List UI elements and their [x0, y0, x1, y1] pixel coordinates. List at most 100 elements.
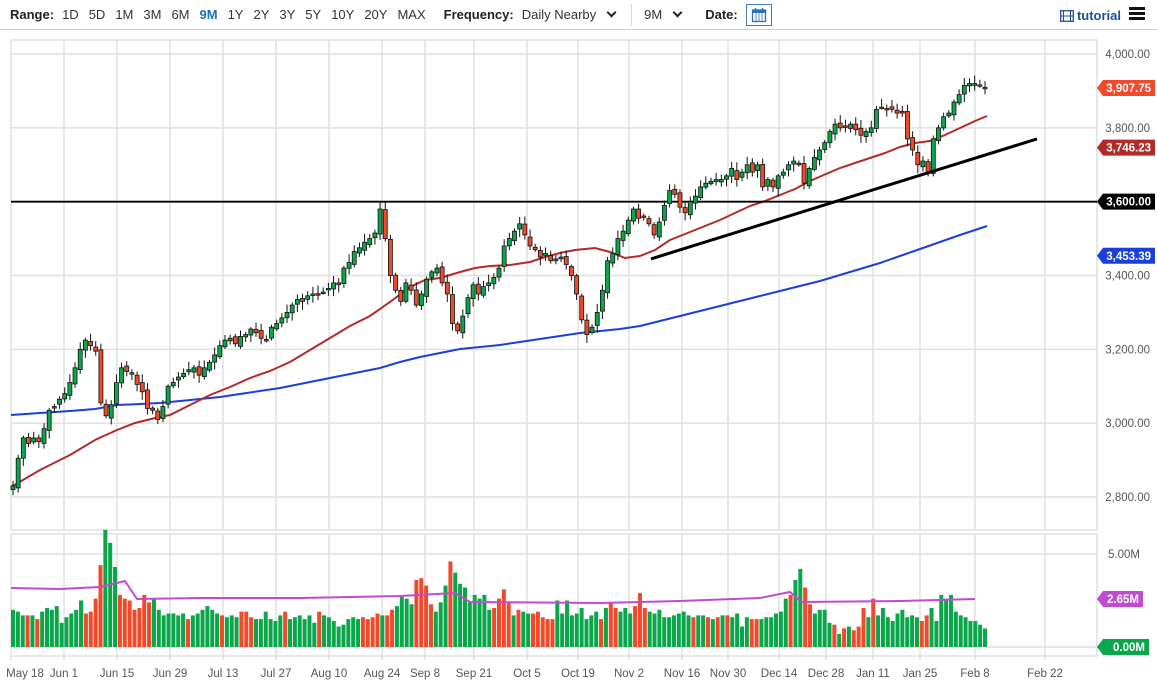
candle	[284, 312, 290, 319]
date-tick-label: Nov 30	[710, 668, 746, 680]
candle	[879, 106, 884, 110]
volume-bar	[224, 617, 229, 647]
volume-bar	[113, 567, 118, 647]
volume-bar	[210, 609, 215, 647]
candle	[145, 389, 150, 409]
hamburger-menu-button[interactable]	[1129, 7, 1145, 21]
candle	[858, 127, 864, 136]
volume-bar	[93, 598, 98, 647]
volume-bar	[555, 600, 560, 647]
volume-bar	[273, 620, 278, 647]
candle	[388, 238, 393, 276]
range-button-2y[interactable]: 2Y	[253, 7, 270, 22]
candle	[191, 367, 197, 373]
trendline[interactable]	[650, 137, 1038, 261]
range-button-1m[interactable]: 1M	[115, 7, 134, 22]
range-button-max[interactable]: MAX	[397, 7, 426, 22]
price-chart[interactable]: 4,000.00 3,800.00 3,600.00 3,400.00 3,200.00…	[0, 30, 1157, 693]
range-button-1d[interactable]: 1D	[62, 7, 79, 22]
candle	[946, 112, 952, 117]
candle	[739, 171, 745, 178]
candle	[532, 246, 538, 251]
candle	[434, 267, 440, 274]
volume-bar	[302, 619, 307, 647]
frequency-dropdown[interactable]: Daily Nearby	[522, 7, 625, 22]
candle	[124, 365, 130, 372]
candle	[160, 406, 166, 419]
volume-bar	[871, 598, 876, 647]
volume-bar	[735, 613, 740, 647]
volume-bar	[467, 602, 472, 647]
range-button-5y[interactable]: 5Y	[305, 7, 322, 22]
candle	[589, 326, 595, 334]
chevron-down-icon	[672, 7, 683, 18]
range-button-3m[interactable]: 3M	[143, 7, 162, 22]
period-dropdown[interactable]: 9M	[644, 7, 691, 22]
date-tick-label: Feb 8	[960, 668, 989, 680]
volume-bar	[419, 578, 424, 647]
volume-bar	[365, 619, 370, 647]
candle	[294, 299, 300, 305]
candle	[46, 409, 52, 431]
range-button-10y[interactable]: 10Y	[331, 7, 355, 22]
volume-bar	[919, 620, 924, 647]
volume-bar	[181, 613, 186, 647]
candle	[925, 161, 931, 173]
candle	[801, 163, 807, 184]
volume-bar	[458, 583, 463, 647]
candle	[367, 238, 373, 246]
candle	[465, 297, 471, 315]
chart-grid	[10, 39, 1098, 657]
volume-bar	[229, 615, 234, 647]
candle	[253, 328, 259, 334]
candle	[300, 298, 305, 302]
volume-bar	[176, 615, 181, 647]
candle	[98, 349, 104, 404]
candle	[703, 182, 709, 188]
candle	[568, 266, 574, 276]
range-button-20y[interactable]: 20Y	[364, 7, 388, 22]
candle	[170, 382, 176, 387]
date-tick-label: Dec 28	[808, 668, 844, 680]
candle	[512, 230, 517, 242]
date-tick-label: Jul 27	[261, 668, 292, 680]
range-button-6m[interactable]: 6M	[171, 7, 190, 22]
volume-bar	[487, 609, 492, 647]
volume-bar	[934, 620, 939, 647]
date-picker-button[interactable]	[745, 3, 772, 26]
tutorial-link[interactable]: tutorial	[1059, 8, 1121, 23]
date-tick-label: Nov 16	[664, 668, 700, 680]
toolbar-divider	[631, 3, 633, 26]
volume-bar	[326, 617, 331, 647]
range-button-3y[interactable]: 3Y	[279, 7, 296, 22]
candle	[77, 348, 83, 370]
range-button-1y[interactable]: 1Y	[227, 7, 244, 22]
candle	[455, 323, 461, 332]
volume-bar	[88, 611, 93, 647]
volume-bar	[885, 617, 890, 647]
volume-bar	[526, 613, 531, 647]
volume-bar	[45, 607, 50, 647]
volume-bar	[900, 609, 905, 647]
volume-bar	[939, 594, 944, 647]
volume-bar	[336, 626, 341, 647]
candle	[429, 271, 435, 278]
candle	[377, 208, 383, 235]
candle	[729, 168, 735, 177]
svg-text:3,746.23: 3,746.23	[1106, 143, 1151, 155]
volume-bar	[725, 615, 730, 647]
candle	[232, 336, 238, 345]
candle	[496, 267, 502, 278]
volume-bar	[983, 628, 987, 647]
candle	[320, 291, 326, 295]
range-button-9m[interactable]: 9M	[199, 7, 218, 22]
date-tick-label: Sep 8	[410, 668, 440, 680]
candle	[553, 258, 559, 262]
candle	[615, 238, 621, 255]
volume-bar	[618, 611, 623, 647]
volume-bar	[774, 613, 779, 647]
volume-bar	[817, 609, 822, 647]
range-button-5d[interactable]: 5D	[88, 7, 106, 22]
price-tick-label: 3,400.00	[1105, 271, 1150, 283]
svg-text:3,907.75: 3,907.75	[1106, 83, 1151, 95]
